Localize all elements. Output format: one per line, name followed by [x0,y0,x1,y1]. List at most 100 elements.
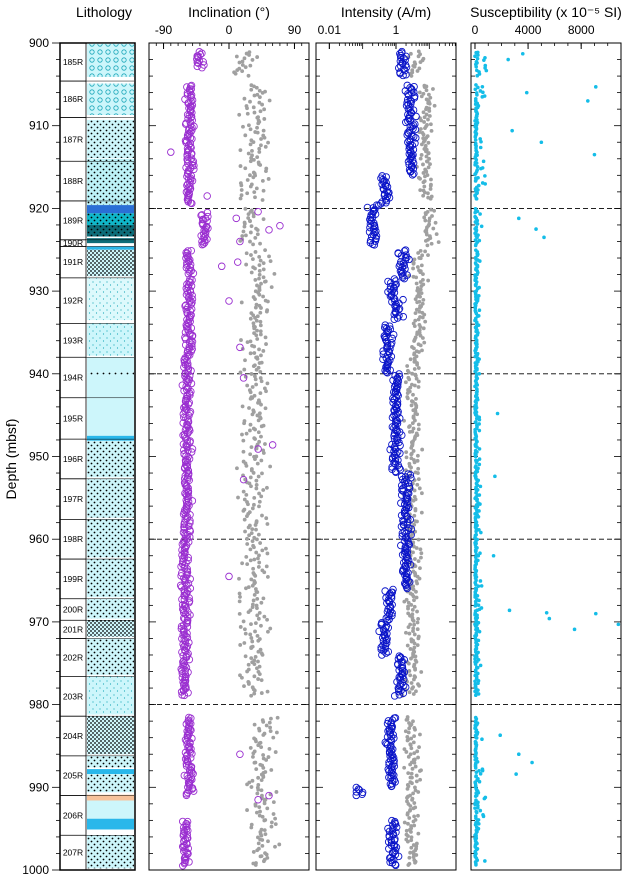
data-point [407,377,412,382]
data-point [412,64,417,69]
data-point [259,306,263,310]
data-point [267,254,271,259]
data-point [414,779,419,784]
data-point [396,449,404,458]
data-point [412,622,416,627]
data-point [245,106,249,111]
data-point [184,779,193,787]
core-label: 195R [63,413,83,423]
data-point [416,385,421,389]
data-point [183,831,191,839]
data-point [478,579,483,583]
data-point [255,613,260,618]
data-point [257,263,262,268]
core-sections: 185R 186R 187R 188R 189R 190R 191R 192R 193R 194R… [60,42,134,858]
data-point [428,196,433,201]
data-point [260,548,265,553]
data-point [261,719,266,724]
data-point [411,584,416,589]
data-point [411,819,416,824]
x-tick-label: 1 [393,23,400,37]
data-point [417,683,422,688]
data-point [262,614,267,619]
data-point [406,471,415,479]
data-point [478,145,483,150]
data-point [405,541,414,549]
data-point [413,764,418,769]
x-tick-label: 0 [226,23,233,37]
depth-tick-label: 980 [29,698,49,712]
data-point [260,471,264,476]
susceptibility-panel: 0 4000 8000 [470,23,622,871]
data-point [249,577,254,582]
data-point [275,715,280,720]
data-point [412,823,417,828]
x-tick-label: 8000 [568,23,595,37]
data-point [396,465,405,474]
depth-tick-label: 940 [29,367,49,381]
data-point [398,431,406,439]
data-point [476,800,480,805]
data-point [415,581,419,586]
data-point [421,297,426,302]
data-point [393,419,402,428]
data-point [253,305,258,310]
data-point [476,805,480,810]
data-point [417,90,422,95]
data-point [473,163,477,167]
data-point [413,297,418,302]
data-point [243,529,247,534]
data-point [418,156,423,161]
data-point [261,733,266,737]
data-point [252,351,257,355]
data-point [256,121,261,126]
data-point [243,133,248,138]
lithology-unit [87,205,134,214]
data-point [250,506,255,511]
data-point [237,611,242,616]
data-point [253,427,257,432]
data-point [261,775,266,779]
susceptibility-title: Susceptibility (x 10⁻⁵ SI) [470,4,622,20]
data-point [246,212,251,217]
data-point [184,270,193,278]
data-point [258,241,262,246]
data-point [476,53,480,57]
data-point [178,560,187,568]
data-point [409,403,414,408]
data-point [179,410,188,418]
data-point [262,818,267,823]
data-point [478,137,482,141]
data-point [378,651,386,659]
data-point [241,438,246,443]
data-point [415,412,420,417]
core-label: 206R [63,810,83,820]
data-point [411,426,416,431]
data-point [240,63,245,67]
data-point [392,378,401,387]
data-point [251,321,256,326]
data-point [253,654,258,659]
data-point [254,85,259,90]
data-point [415,332,419,337]
data-point [389,831,397,839]
data-point [256,787,261,792]
data-point [235,68,240,73]
data-point [409,452,414,457]
lithology-unit [87,818,134,830]
data-point [260,178,265,183]
data-point [397,511,406,520]
data-point [261,267,266,272]
data-point [245,808,249,812]
data-point [259,745,264,750]
data-point [382,324,391,333]
data-point [238,148,243,153]
data-point [254,207,262,216]
data-point [394,852,403,861]
data-point [411,757,416,762]
data-point [414,589,418,594]
data-point [242,517,247,522]
lithology-title: Lithology [76,4,132,20]
data-point [398,273,407,282]
data-point [410,797,414,802]
